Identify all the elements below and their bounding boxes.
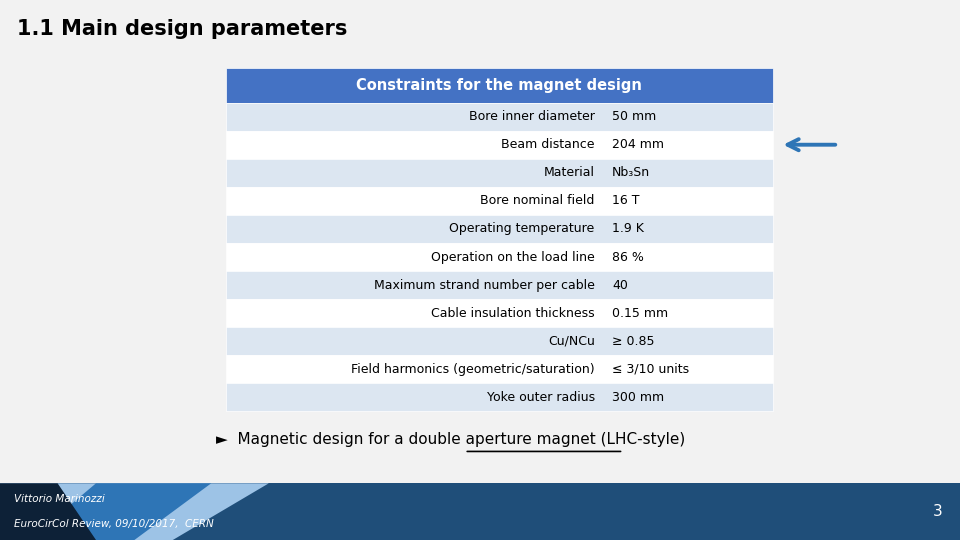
Bar — [0, 483, 960, 540]
Text: Cu/NCu: Cu/NCu — [548, 335, 594, 348]
Bar — [226, 327, 773, 355]
Bar — [226, 103, 773, 131]
Bar — [226, 271, 773, 299]
Text: 16 T: 16 T — [612, 194, 639, 207]
Text: Field harmonics (geometric/saturation): Field harmonics (geometric/saturation) — [351, 363, 594, 376]
Bar — [226, 299, 773, 327]
Polygon shape — [29, 483, 211, 540]
Bar — [226, 131, 773, 159]
Text: Nb₃Sn: Nb₃Sn — [612, 166, 650, 179]
Text: Cable insulation thickness: Cable insulation thickness — [431, 307, 594, 320]
Text: Beam distance: Beam distance — [501, 138, 594, 151]
Text: ►  Magnetic design for a double aperture: ► Magnetic design for a double aperture — [216, 432, 532, 447]
Text: Vittorio Marinozzi: Vittorio Marinozzi — [14, 494, 106, 504]
Text: Bore nominal field: Bore nominal field — [480, 194, 594, 207]
Text: Material: Material — [543, 166, 594, 179]
Text: 0.15 mm: 0.15 mm — [612, 307, 668, 320]
Polygon shape — [0, 483, 269, 540]
Bar — [226, 355, 773, 383]
Text: 1.9 K: 1.9 K — [612, 222, 644, 235]
Text: ►  Magnetic design for a: ► Magnetic design for a — [216, 432, 409, 447]
Text: EuroCirCol Review, 09/10/2017,  CERN: EuroCirCol Review, 09/10/2017, CERN — [14, 519, 214, 529]
Text: 86 %: 86 % — [612, 251, 644, 264]
Bar — [226, 383, 773, 411]
Bar — [226, 68, 773, 103]
Bar — [226, 187, 773, 215]
Bar — [226, 159, 773, 187]
Text: Bore inner diameter: Bore inner diameter — [468, 110, 594, 123]
Text: Constraints for the magnet design: Constraints for the magnet design — [356, 78, 642, 92]
Text: 204 mm: 204 mm — [612, 138, 664, 151]
Polygon shape — [0, 483, 96, 540]
Text: 50 mm: 50 mm — [612, 110, 657, 123]
Text: ►  Magnetic design for a double aperture magnet (LHC-style): ► Magnetic design for a double aperture … — [216, 432, 685, 447]
Text: ≤ 3/10 units: ≤ 3/10 units — [612, 363, 689, 376]
Text: Operating temperature: Operating temperature — [449, 222, 594, 235]
Text: 300 mm: 300 mm — [612, 391, 664, 404]
Text: Maximum strand number per cable: Maximum strand number per cable — [373, 279, 594, 292]
Bar — [226, 215, 773, 243]
Text: 40: 40 — [612, 279, 628, 292]
Text: 3: 3 — [933, 504, 943, 519]
Text: Yoke outer radius: Yoke outer radius — [487, 391, 594, 404]
Text: ≥ 0.85: ≥ 0.85 — [612, 335, 655, 348]
Bar — [226, 243, 773, 271]
Text: 1.1 Main design parameters: 1.1 Main design parameters — [17, 19, 348, 39]
Text: Operation on the load line: Operation on the load line — [431, 251, 594, 264]
